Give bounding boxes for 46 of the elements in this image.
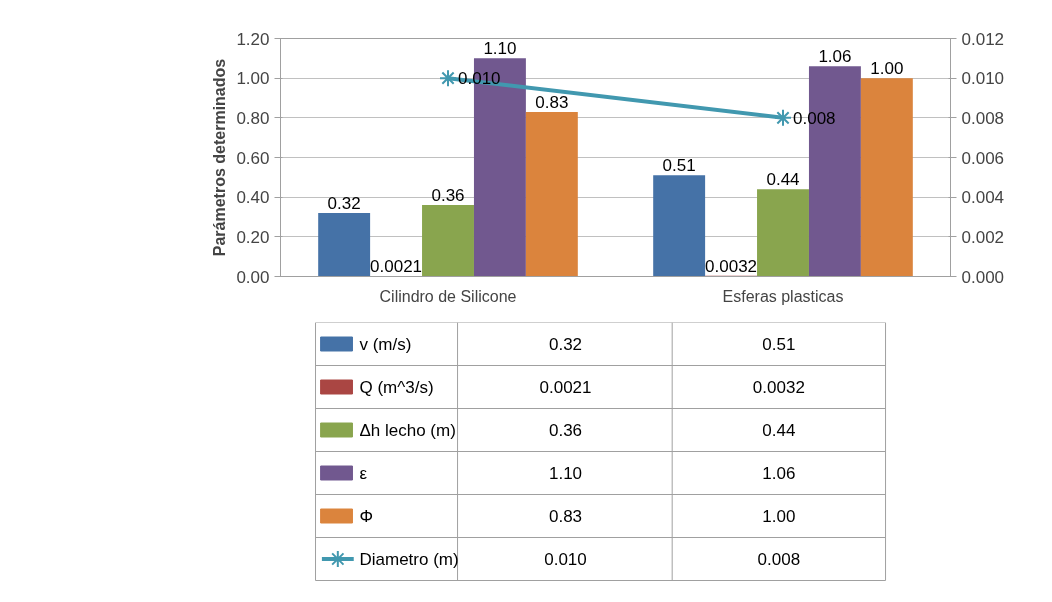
y2-tick-label: 0.006 [961,148,1005,168]
data-label: 1.06 [762,464,796,483]
y-tick-label: 0.60 [236,148,270,168]
y2-tick-label: 0.002 [961,227,1005,247]
x-tick-label: Esferas plasticas [722,287,844,305]
text: 0.44 [766,170,800,190]
data-label: 1.10 [548,464,583,483]
y2-tick-label: 0.004 [961,188,1005,208]
text: 1.00 [870,59,904,79]
data-label: 0.44 [762,421,796,440]
text: 0.32 [327,194,361,214]
y2-tick-label: 0.000 [961,267,1005,287]
data-label: 0.51 [762,335,796,354]
legend-label: Diametro (m) [359,549,459,569]
y2-tick-label: 0.012 [961,29,1005,49]
data-label: 0.83 [548,507,583,526]
y-tick-label: 0.20 [236,227,270,247]
data-label: 0.010 [544,550,587,569]
data-label: 0.32 [548,335,583,354]
data-label: 0.0021 [539,378,592,397]
text: 1.06 [818,47,852,67]
y-tick-label: 1.00 [236,69,270,89]
data-label: 1.00 [762,507,796,526]
y-tick-label: 0.00 [236,267,270,287]
y2-tick-label: 0.010 [961,69,1005,89]
x-tick-label: Cilindro de Silicone [379,287,517,305]
text: 0.0032 [705,256,758,276]
legend-label: ε [359,463,368,483]
legend-label: Φ [359,506,374,526]
y2-tick-label: 0.008 [961,108,1005,128]
text: 0.0021 [370,257,423,277]
y-axis-title: Parámetros determinados [211,58,229,257]
legend-label: Q (m^3/s) [359,377,434,397]
data-label: 0.008 [757,550,801,569]
text: 0.83 [535,92,569,112]
text: 0.010 [458,69,501,89]
text: 0.36 [431,186,465,206]
text: 0.51 [662,156,696,176]
text: 1.10 [483,39,517,59]
data-label: 0.36 [548,421,583,440]
y-tick-label: 0.80 [236,108,270,128]
y-tick-label: 0.40 [236,188,270,208]
legend-label: Δh lecho (m) [359,420,456,440]
data-label: 0.0032 [752,378,805,397]
y-tick-label: 1.20 [236,29,270,49]
legend-label: v (m/s) [359,334,412,354]
